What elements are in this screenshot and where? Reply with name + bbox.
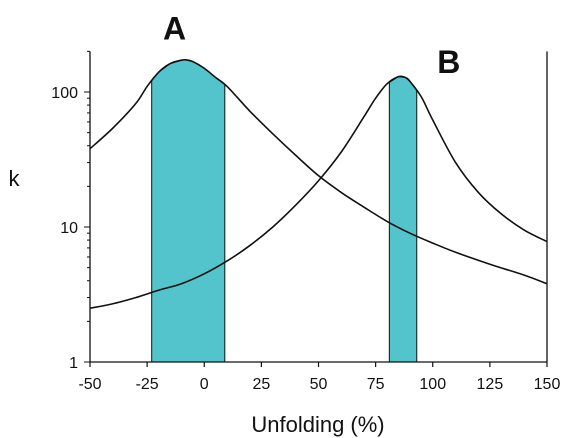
x-tick-label: -25 xyxy=(136,376,159,393)
y-tick-label: 1 xyxy=(69,355,78,372)
y-tick-label: 10 xyxy=(60,220,78,237)
y-tick-label: 100 xyxy=(51,85,78,102)
peak-label-a: A xyxy=(163,11,186,47)
ticks: -50 -25 0 25 50 75 100 125 150 1 10 100 xyxy=(51,50,561,393)
x-tick-label: 25 xyxy=(252,376,270,393)
annotations: AB xyxy=(163,11,460,80)
x-axis-title: Unfolding (%) xyxy=(251,412,384,437)
shaded-regions xyxy=(151,59,418,363)
y-axis-title: k xyxy=(9,166,21,191)
series-line-b xyxy=(89,75,548,310)
x-tick-label: 50 xyxy=(310,376,328,393)
series-line-a xyxy=(89,58,548,285)
x-tick-label: 100 xyxy=(419,376,446,393)
series-lines xyxy=(89,58,548,310)
x-tick-label: -50 xyxy=(78,376,101,393)
x-tick-label: 0 xyxy=(200,376,209,393)
shaded-region-a xyxy=(151,59,226,363)
peak-label-b: B xyxy=(437,44,460,80)
x-tick-label: 75 xyxy=(367,376,385,393)
x-tick-label: 150 xyxy=(534,376,561,393)
shaded-region-b xyxy=(388,76,418,363)
x-tick-label: 125 xyxy=(477,376,504,393)
